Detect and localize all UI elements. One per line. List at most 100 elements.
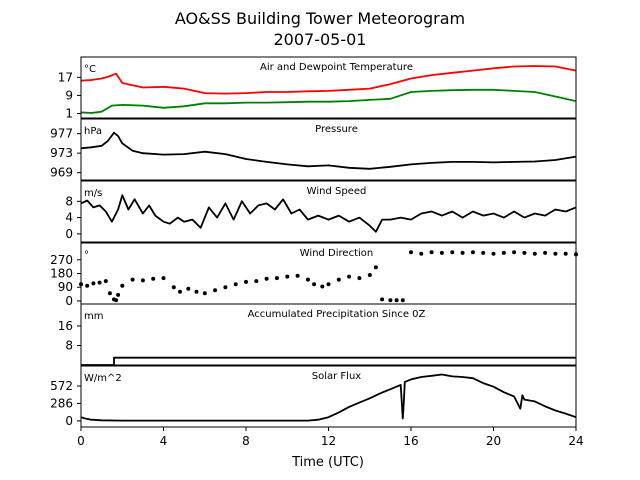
wind-direction-point — [563, 251, 568, 256]
panel-title: Air and Dewpoint Temperature — [260, 62, 413, 73]
wind-direction-point — [274, 276, 279, 281]
wind-direction-point — [161, 276, 166, 281]
wind-direction-point — [326, 282, 331, 287]
y-tick-label: 270 — [50, 253, 73, 267]
x-tick-label: 0 — [77, 434, 85, 448]
y-tick-label: 8 — [65, 338, 73, 352]
wind-direction-point — [264, 276, 269, 281]
wind-direction-point — [233, 282, 238, 287]
wind-direction-point — [501, 250, 506, 255]
wind-direction-point — [429, 250, 434, 255]
wind-direction-point — [114, 298, 119, 303]
wind-direction-point — [178, 289, 182, 294]
wind-direction-point — [244, 279, 248, 284]
wind-direction-point — [491, 251, 496, 256]
wind-direction-point — [103, 279, 108, 284]
panel-unit: mm — [84, 311, 103, 322]
y-tick-label: 977 — [50, 127, 73, 141]
panel-frame — [80, 118, 577, 181]
y-tick-label: 8 — [65, 194, 73, 208]
wind-direction-point — [312, 282, 317, 287]
series-line-1 — [80, 373, 577, 422]
y-tick-label: 572 — [50, 379, 73, 393]
y-tick-label: 180 — [50, 267, 73, 281]
series-line-2 — [80, 88, 577, 114]
wind-direction-point — [373, 265, 378, 270]
wind-direction-point — [202, 291, 207, 296]
y-tick-label: 90 — [58, 280, 73, 294]
wind-direction-point — [254, 279, 259, 284]
panel-1: 1 9 17 Air and Dewpoint Temperature °C — [58, 56, 577, 122]
y-tick-label: 17 — [58, 70, 73, 84]
y-tick-label: 0 — [65, 414, 73, 428]
wind-direction-point — [107, 291, 112, 296]
wind-direction-point — [130, 277, 135, 282]
wind-direction-point — [388, 298, 393, 303]
wind-direction-point — [460, 250, 465, 255]
figure-subtitle: 2007-05-01 — [274, 30, 367, 49]
panel-title: Wind Speed — [307, 186, 367, 197]
x-tick-label: 24 — [568, 434, 583, 448]
wind-direction-point — [543, 250, 548, 255]
panel-5: 8 16 Accumulated Precipitation Since 0Z mm — [58, 303, 577, 369]
x-axis-label: Time (UTC) — [291, 455, 364, 470]
y-tick-label: 1 — [65, 106, 73, 120]
wind-direction-point — [171, 285, 176, 290]
x-tick-label: 20 — [486, 434, 501, 448]
y-tick-label: 969 — [50, 166, 73, 180]
x-tick-label: 8 — [242, 434, 250, 448]
y-tick-label: 973 — [50, 146, 73, 160]
wind-direction-point — [140, 278, 145, 283]
wind-direction-point — [532, 251, 537, 256]
wind-direction-point — [186, 286, 191, 291]
wind-direction-point — [223, 285, 228, 290]
panel-6: 0 286 572 Solar Flux W/m^2 — [50, 365, 577, 431]
wind-direction-point — [305, 277, 310, 282]
x-tick-label: 16 — [403, 434, 418, 448]
wind-direction-point — [522, 250, 527, 255]
panel-background — [81, 304, 576, 365]
panel-3: 0 4 8 Wind Speed m/s — [65, 180, 577, 246]
figure-title: AO&SS Building Tower Meteorogram — [175, 9, 465, 28]
series-line-1 — [80, 194, 577, 233]
panel-frame — [80, 56, 577, 119]
wind-direction-point — [85, 283, 90, 288]
wind-direction-point — [394, 298, 399, 303]
wind-direction-point — [116, 292, 121, 297]
wind-direction-point — [400, 298, 405, 303]
wind-direction-point — [357, 276, 362, 281]
wind-direction-point — [213, 288, 218, 293]
wind-direction-point — [151, 276, 156, 281]
series-line-1 — [80, 65, 577, 95]
wind-direction-point — [347, 274, 352, 279]
panel-frame — [80, 180, 577, 243]
wind-direction-point — [380, 297, 385, 302]
y-tick-label: 0 — [65, 227, 73, 241]
y-tick-label: 4 — [65, 211, 73, 225]
wind-direction-point — [409, 250, 413, 255]
wind-direction-point — [470, 250, 475, 255]
panel-title: Pressure — [315, 124, 358, 135]
panel-2: 969 973 977 Pressure hPa — [50, 118, 577, 184]
panel-unit: hPa — [84, 126, 102, 137]
panel-title: Accumulated Precipitation Since 0Z — [248, 309, 426, 320]
panel-frame — [80, 365, 577, 428]
y-tick-label: 16 — [58, 319, 73, 333]
y-tick-label: 9 — [65, 88, 73, 102]
panel-background — [81, 119, 576, 180]
wind-direction-point — [439, 250, 444, 255]
wind-direction-point — [481, 250, 486, 255]
wind-direction-point — [120, 283, 125, 288]
panel-title: Wind Direction — [300, 248, 374, 259]
x-tick-label: 4 — [160, 434, 168, 448]
panel-unit: ° — [84, 250, 89, 261]
wind-direction-point — [367, 273, 372, 277]
wind-direction-point — [512, 250, 517, 255]
wind-direction-point — [553, 251, 558, 256]
wind-direction-point — [285, 274, 290, 279]
y-tick-label: 0 — [65, 294, 73, 308]
x-tick-label: 12 — [321, 434, 336, 448]
panel-title: Solar Flux — [312, 371, 362, 382]
